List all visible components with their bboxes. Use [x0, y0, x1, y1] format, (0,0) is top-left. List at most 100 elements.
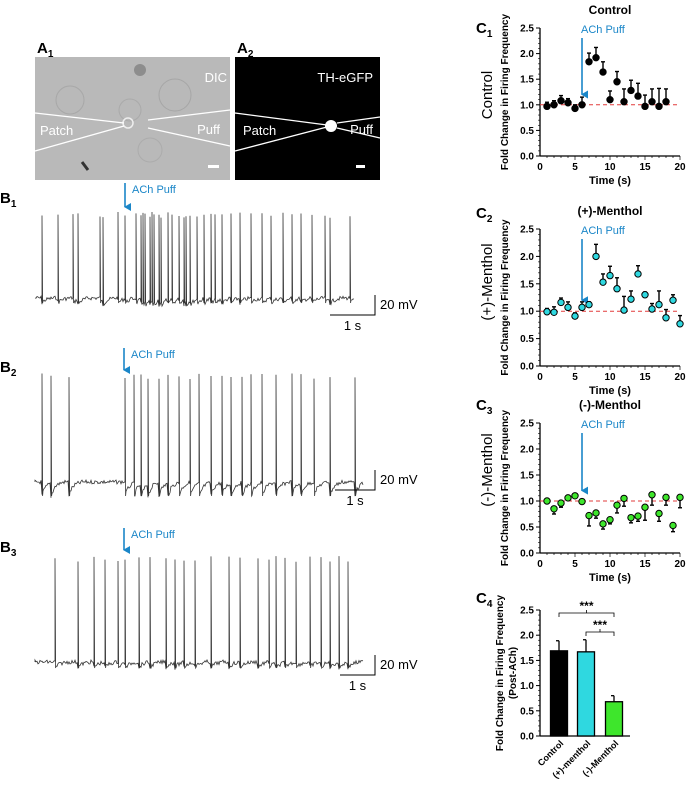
bar-1 — [576, 651, 596, 737]
data-point — [592, 53, 600, 62]
scale-bar-time-label: 1 s — [344, 318, 362, 333]
x-tick-label: 0 — [537, 559, 543, 570]
significance-stars: *** — [593, 618, 607, 632]
x-tick-label: 5 — [572, 372, 578, 383]
row-label: (-)-Menthol — [479, 433, 496, 506]
data-point — [592, 509, 600, 517]
panel-letter: B — [0, 190, 11, 207]
scale-bar-voltage-label: 20 mV — [380, 472, 418, 487]
significance-stars: *** — [579, 599, 593, 613]
y-tick-label: 0.5 — [520, 334, 534, 345]
data-point — [662, 493, 670, 502]
data-point — [543, 308, 551, 316]
data-point — [557, 298, 565, 307]
x-tick-label: 5 — [572, 162, 578, 173]
dic-image: DIC Patch Puff — [34, 57, 231, 180]
data-point — [648, 491, 656, 499]
panel-letter: A — [37, 40, 48, 57]
data-point — [641, 503, 649, 511]
ach-puff-label: ACh Puff — [581, 419, 626, 431]
chart-title: (-)-Menthol — [579, 398, 641, 412]
y-tick-label: 1.0 — [520, 307, 534, 318]
panel-letter: B — [0, 359, 11, 376]
y-tick-label: 2.5 — [520, 419, 534, 430]
membrane-potential-trace — [34, 556, 364, 670]
data-point — [606, 271, 614, 280]
data-point — [613, 78, 621, 86]
data-point — [564, 494, 572, 502]
data-point — [655, 509, 663, 518]
panel-letter: C — [476, 397, 487, 414]
data-point — [627, 513, 635, 522]
y-tick-label: 0.0 — [520, 362, 534, 373]
chart-title: Control — [589, 3, 632, 17]
panel-subscript: 1 — [487, 29, 493, 40]
x-tick-label: 10 — [604, 559, 616, 570]
data-point — [620, 306, 628, 314]
y-tick-label: 1.5 — [520, 656, 534, 667]
x-tick-label: 5 — [572, 559, 578, 570]
x-tick-label: 15 — [639, 372, 651, 383]
panel-subscript: 2 — [11, 368, 17, 379]
y-tick-label: 1.0 — [520, 100, 534, 111]
data-point — [564, 303, 572, 312]
panel-letter: A — [237, 40, 248, 57]
x-tick-label: 0 — [537, 372, 543, 383]
data-point — [669, 521, 677, 530]
scale-bar-a2 — [356, 165, 365, 168]
x-axis-label: Time (s) — [589, 572, 631, 584]
y-tick-label: 1.0 — [520, 497, 534, 508]
ach-puff-label: ACh Puff — [131, 529, 176, 541]
data-point — [641, 291, 649, 299]
voltage-trace-b3 — [34, 556, 364, 670]
panel-label-b1: B1 — [0, 190, 17, 210]
voltage-trace-b2 — [34, 373, 364, 498]
bar-2 — [604, 701, 624, 737]
ach-puff-label: ACh Puff — [132, 184, 177, 196]
y-tick-label: 2.5 — [520, 24, 534, 35]
y-tick-label: 2.0 — [520, 252, 534, 263]
x-tick-label: 20 — [674, 162, 686, 173]
data-point — [571, 492, 579, 500]
data-point — [585, 511, 593, 520]
data-point — [648, 98, 656, 106]
data-point — [550, 505, 558, 513]
y-tick-label: 0.0 — [520, 152, 534, 163]
scale-bar-voltage-label: 20 mV — [380, 657, 418, 672]
data-point — [592, 252, 600, 261]
panel-letter: B — [0, 539, 11, 556]
y-tick-label: 1.0 — [520, 681, 534, 692]
data-point — [599, 520, 607, 528]
significance-bracket — [585, 629, 615, 636]
chart-title: (+)-Menthol — [578, 204, 643, 218]
data-point — [599, 278, 607, 286]
data-point — [627, 86, 635, 95]
scale-bar — [335, 470, 376, 491]
a1-patch-label: Patch — [40, 123, 73, 138]
data-point — [557, 97, 565, 105]
scale-bar-voltage-label: 20 mV — [380, 297, 418, 312]
scale-bar-time-label: 1 s — [349, 678, 367, 693]
panel-letter: C — [476, 20, 487, 37]
data-point — [655, 300, 663, 309]
ach-puff-label: ACh Puff — [131, 349, 176, 361]
y-tick-label: 0.5 — [520, 523, 534, 534]
ach-puff-label: ACh Puff — [581, 24, 626, 36]
panel-label-c3: C3 — [476, 397, 493, 417]
data-point — [634, 512, 642, 520]
data-point — [585, 300, 593, 309]
panel-label-c1: C1 — [476, 20, 493, 40]
panel-label-b2: B2 — [0, 359, 17, 379]
bar-0 — [549, 650, 569, 737]
x-tick-label: 0 — [537, 162, 543, 173]
y-tick-label: 2.5 — [520, 606, 534, 617]
data-point — [613, 501, 621, 509]
y-tick-label: 1.5 — [520, 279, 534, 290]
data-point — [676, 320, 684, 328]
data-point — [634, 270, 642, 278]
panel-letter: C — [476, 590, 487, 607]
a2-puff-label: Puff — [350, 122, 373, 137]
data-point — [578, 303, 586, 312]
panel-label-c2: C2 — [476, 205, 493, 225]
